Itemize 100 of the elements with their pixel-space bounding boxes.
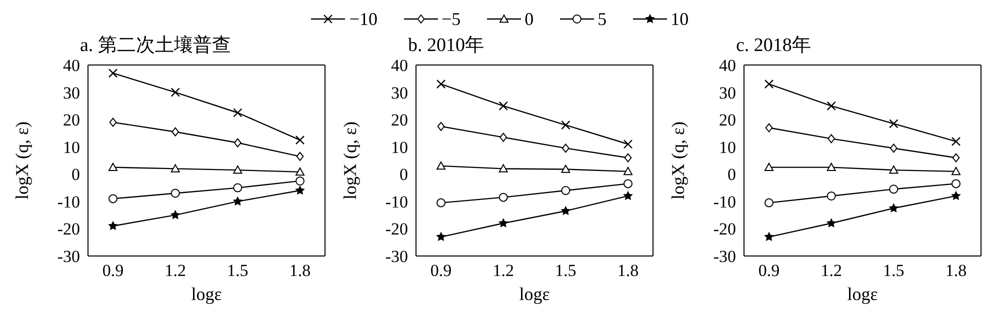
x-tick-label: 1.5	[227, 261, 248, 280]
y-tick-label: 10	[719, 138, 736, 157]
point	[826, 101, 836, 111]
point	[436, 198, 446, 208]
point	[561, 206, 570, 215]
x-tick-label: 1.8	[617, 261, 639, 280]
legend-label: 5	[598, 8, 607, 30]
y-tick-label: -30	[385, 247, 408, 266]
y-tick-label: 30	[719, 83, 736, 102]
point	[827, 218, 836, 227]
y-tick-label: -20	[57, 220, 80, 239]
point	[437, 122, 445, 131]
point	[623, 140, 633, 149]
point	[561, 120, 570, 130]
point	[233, 166, 242, 174]
y-tick-label: 0	[400, 165, 408, 184]
x-tick-label: 0.9	[430, 261, 452, 280]
legend-label: 10	[670, 8, 689, 30]
point	[952, 191, 960, 200]
x-tick-label: 1.5	[883, 261, 904, 280]
legend-label: 0	[524, 8, 534, 30]
point	[170, 188, 180, 198]
point	[170, 88, 180, 97]
point	[765, 123, 773, 132]
point	[498, 192, 508, 202]
y-tick-label: 30	[63, 83, 80, 102]
chart-title: c. 2018年	[736, 34, 811, 58]
x-axis-title: logε	[191, 284, 222, 304]
point	[296, 186, 304, 194]
point	[951, 136, 961, 146]
y-tick-label: 40	[719, 56, 736, 76]
point	[109, 118, 117, 127]
point	[624, 166, 632, 176]
point	[172, 127, 180, 136]
y-tick-label: 40	[391, 56, 408, 76]
y-tick-label: -30	[57, 247, 80, 266]
point	[108, 221, 118, 230]
point	[498, 164, 508, 172]
point	[826, 191, 836, 200]
y-axis-title: logX (q, ε)	[340, 121, 360, 200]
point	[764, 232, 774, 241]
y-tick-label: 20	[391, 110, 408, 130]
y-tick-label: 20	[63, 110, 80, 130]
point	[436, 80, 446, 89]
y-axis-title: logX (q, ε)	[12, 121, 32, 200]
point	[624, 191, 632, 200]
point	[295, 135, 305, 145]
point	[233, 196, 242, 206]
x-tick-label: 1.5	[555, 261, 576, 280]
point	[889, 184, 898, 194]
point	[233, 108, 242, 118]
point	[296, 152, 304, 161]
point	[108, 162, 118, 172]
y-tick-label: 40	[63, 56, 80, 76]
point	[108, 68, 118, 78]
point	[171, 210, 180, 219]
legend-label: −5	[442, 8, 461, 30]
x-tick-label: 0.9	[758, 261, 780, 280]
x-axis-title: logε	[519, 284, 550, 304]
point	[234, 138, 242, 148]
point	[890, 144, 898, 153]
point	[764, 80, 774, 89]
y-tick-label: 20	[719, 110, 736, 130]
y-tick-label: -10	[713, 192, 736, 212]
point	[562, 144, 570, 153]
point	[561, 186, 570, 196]
x-axis-title: logε	[847, 284, 878, 304]
point	[436, 232, 446, 241]
y-tick-label: 10	[391, 138, 408, 157]
point	[233, 183, 242, 192]
point	[170, 164, 180, 172]
point	[828, 134, 836, 144]
point	[764, 198, 774, 208]
y-tick-label: -30	[713, 247, 736, 266]
y-axis-title: logX (q, ε)	[668, 121, 688, 200]
point	[624, 153, 632, 162]
y-tick-label: -10	[57, 192, 80, 212]
x-tick-label: 1.2	[820, 261, 842, 280]
point	[889, 119, 898, 128]
point	[296, 167, 304, 176]
y-tick-label: -20	[385, 220, 408, 239]
point	[952, 166, 960, 176]
x-tick-label: 1.8	[289, 261, 311, 280]
point	[952, 179, 960, 188]
legend-label: −10	[349, 8, 378, 30]
point	[108, 194, 118, 204]
y-tick-label: 30	[391, 83, 408, 102]
point	[764, 162, 774, 172]
x-tick-label: 0.9	[102, 261, 124, 280]
x-tick-label: 1.2	[164, 261, 186, 280]
point	[296, 176, 304, 186]
y-tick-label: -10	[385, 192, 408, 212]
point	[952, 153, 960, 162]
x-tick-label: 1.2	[492, 261, 514, 280]
x-tick-label: 1.8	[945, 261, 967, 280]
y-tick-label: -20	[713, 220, 736, 239]
point	[499, 218, 508, 227]
point	[826, 162, 836, 172]
y-tick-label: 0	[728, 165, 736, 184]
point	[889, 166, 898, 174]
